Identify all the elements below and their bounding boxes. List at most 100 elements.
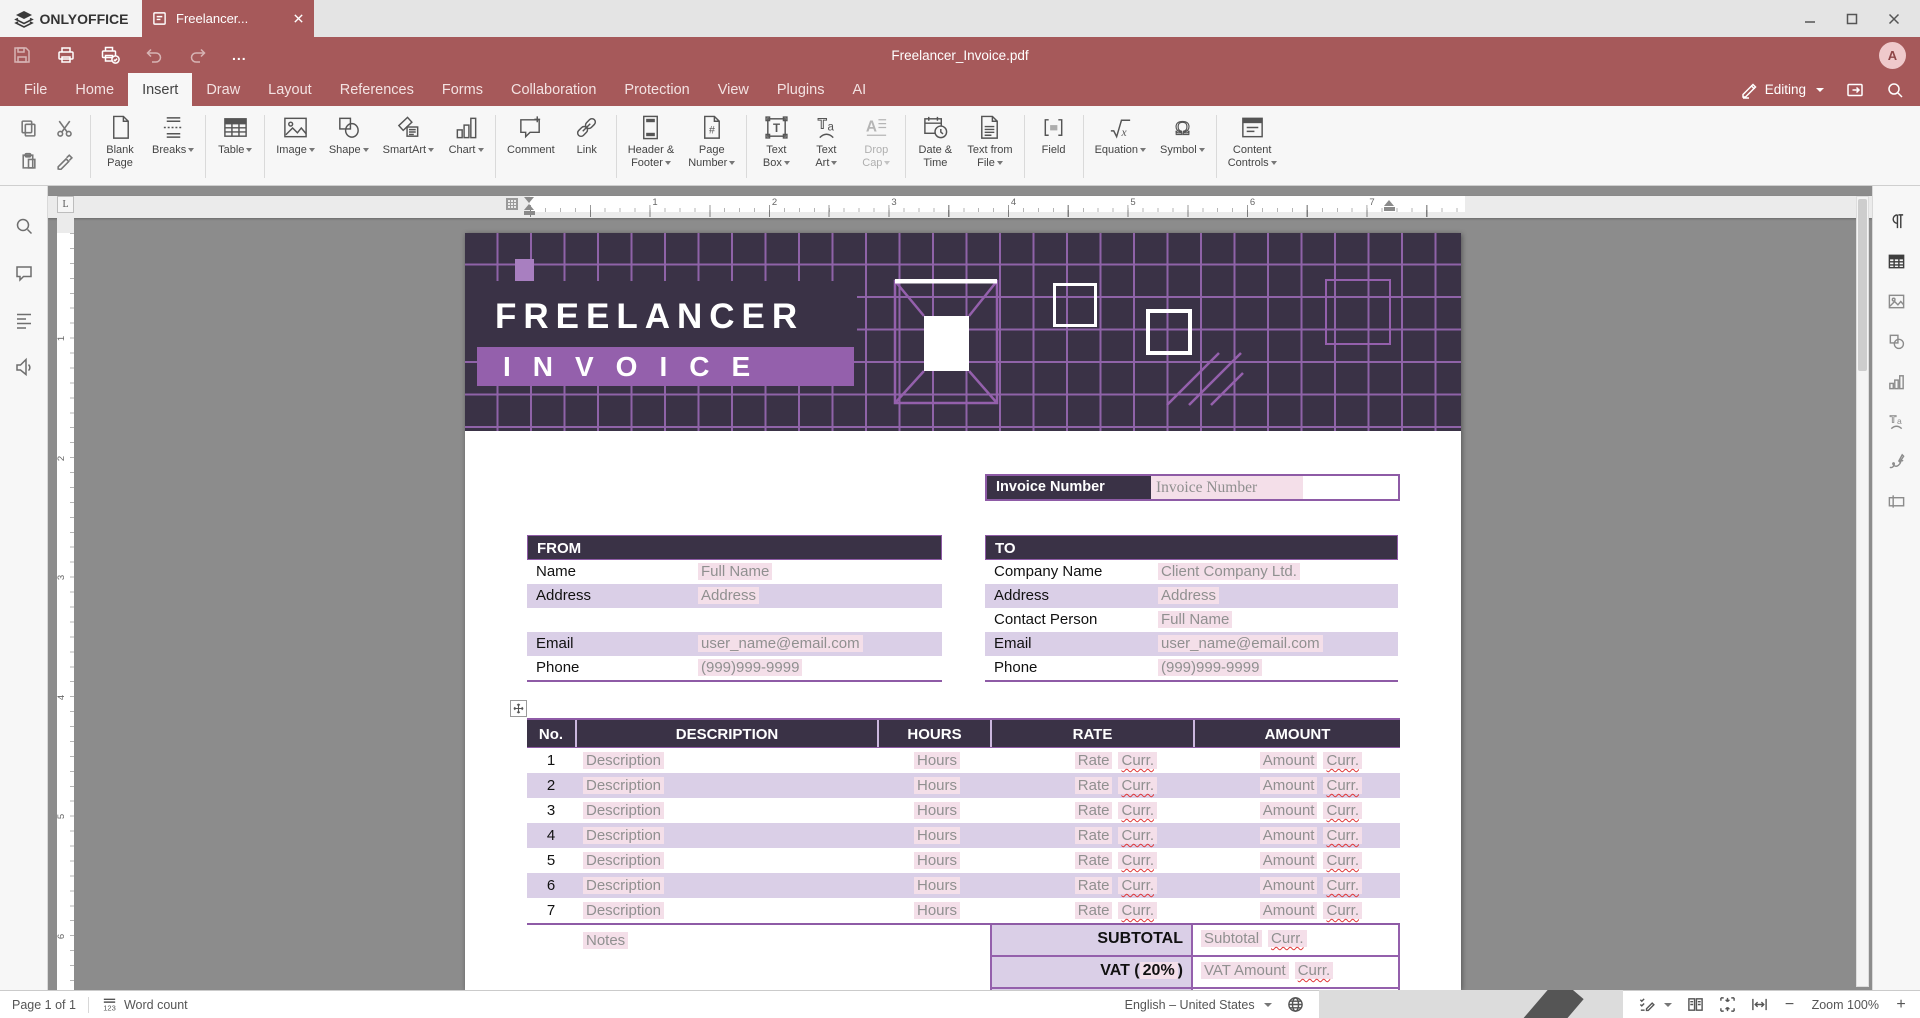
open-file-location-icon[interactable] [1846,81,1864,99]
document-page[interactable]: FREELANCER INVOICE [465,233,1461,990]
format-painter-button[interactable] [55,151,74,170]
language-selector[interactable]: English – United States [1125,998,1272,1012]
redo-icon[interactable] [188,45,208,65]
more-actions-button[interactable]: ... [232,47,247,63]
two-pages-icon[interactable] [1687,996,1704,1013]
symbol-button[interactable]: Ω Symbol [1153,111,1212,182]
table-button[interactable]: Table [210,111,260,182]
table-settings-icon[interactable] [1887,252,1906,271]
minimize-icon[interactable] [1804,13,1816,25]
tab-ai[interactable]: AI [852,81,867,98]
undo-icon[interactable] [144,45,164,65]
indent-markers[interactable] [524,197,535,215]
breaks-button[interactable]: Breaks [145,111,201,182]
content-controls-button[interactable]: Content Controls [1221,111,1284,182]
navigation-icon[interactable] [14,310,34,330]
search-icon[interactable] [1886,81,1904,99]
shape-settings-icon[interactable] [1887,332,1906,351]
item-row-3[interactable]: 3 Description Hours Rate Curr. Amount Curr. [527,798,1400,823]
quick-print-icon[interactable] [100,45,120,65]
tab-references[interactable]: References [339,81,414,98]
field-value[interactable]: Client Company Ltd. [1158,560,1398,584]
invoice-number-value[interactable]: Invoice Number [1151,476,1303,499]
vertical-scrollbar[interactable] [1856,196,1869,987]
editing-mode-dropdown[interactable]: Editing [1740,81,1824,99]
image-settings-icon[interactable] [1887,292,1906,311]
scrollbar-thumb[interactable] [1858,199,1867,371]
field-value[interactable]: user_name@email.com [698,632,942,656]
feedback-icon[interactable] [14,357,34,377]
save-icon[interactable] [12,45,32,65]
item-row-4[interactable]: 4 Description Hours Rate Curr. Amount Curr. [527,823,1400,848]
tab-forms[interactable]: Forms [441,81,483,98]
field-value[interactable] [698,608,942,632]
text-from-file-button[interactable]: Text from File [960,111,1019,182]
zoom-level[interactable]: Zoom 100% [1811,997,1879,1012]
image-button[interactable]: Image [269,111,322,182]
tab-protection[interactable]: Protection [624,81,690,98]
comments-icon[interactable] [14,263,34,283]
field-value[interactable]: Address [698,584,942,608]
form-settings-icon[interactable] [1887,492,1906,511]
page-indicator[interactable]: Page 1 of 1 [12,997,76,1012]
comment-button[interactable]: Comment [500,111,562,182]
close-icon[interactable] [1888,13,1900,25]
paragraph-settings-icon[interactable] [1887,212,1906,231]
field-value[interactable]: (999)999-9999 [1158,656,1398,680]
item-row-7[interactable]: 7 Description Hours Rate Curr. Amount Curr. [527,898,1400,923]
items-table[interactable]: No. DESCRIPTION HOURS RATE AMOUNT 1 Descr… [527,718,1400,990]
equation-button[interactable]: x Equation [1088,111,1153,182]
document-tab[interactable]: Freelancer... [142,0,314,37]
page-number-button[interactable]: # Page Number [681,111,742,182]
paste-button[interactable] [19,151,38,170]
item-row-5[interactable]: 5 Description Hours Rate Curr. Amount Curr. [527,848,1400,873]
search-icon[interactable] [14,216,34,236]
text-box-button[interactable]: T Text Box [751,111,801,182]
tab-home[interactable]: Home [75,81,115,98]
header-footer-button[interactable]: Header & Footer [621,111,681,182]
field-value[interactable]: Full Name [698,560,942,584]
link-button[interactable]: Link [562,111,612,182]
invoice-number-row[interactable]: Invoice Number Invoice Number [985,474,1400,501]
tab-stop-marker[interactable] [506,198,518,210]
right-indent-marker[interactable] [1384,199,1395,211]
blank-page-button[interactable]: Blank Page [95,111,145,182]
field-value[interactable]: Address [1158,584,1398,608]
field-button[interactable]: Field [1029,111,1079,182]
chart-button[interactable]: Chart [441,111,491,182]
zoom-out-button[interactable]: − [1784,995,1795,1013]
tab-view[interactable]: View [717,81,749,98]
subtotal-value[interactable]: Subtotal Curr. [1193,925,1400,957]
tab-selector[interactable]: L [57,196,74,213]
cut-button[interactable] [55,119,74,138]
maximize-icon[interactable] [1846,13,1858,25]
fit-to-page-icon[interactable] [1719,996,1736,1013]
track-changes-button[interactable] [1638,996,1672,1013]
copy-button[interactable] [19,119,38,138]
tab-plugins[interactable]: Plugins [776,81,825,98]
chart-settings-icon[interactable] [1887,372,1906,391]
app-logo[interactable]: ONLYOFFICE [0,0,142,37]
field-value[interactable]: (999)999-9999 [698,656,942,680]
item-row-1[interactable]: 1 Description Hours Rate Curr. Amount Curr. [527,748,1400,773]
tab-insert[interactable]: Insert [128,73,193,106]
set-language-globe-icon[interactable] [1287,996,1304,1013]
tab-close-icon[interactable] [293,13,304,24]
field-value[interactable]: user_name@email.com [1158,632,1398,656]
field-value[interactable]: Full Name [1158,608,1398,632]
vat-value[interactable]: VAT Amount Curr. [1193,957,1400,989]
table-move-handle[interactable] [510,700,527,717]
tab-draw[interactable]: Draw [206,81,241,98]
item-row-6[interactable]: 6 Description Hours Rate Curr. Amount Curr. [527,873,1400,898]
date-and-time-button[interactable]: Date & Time [910,111,960,182]
avatar[interactable]: A [1879,41,1906,69]
print-icon[interactable] [56,45,76,65]
tab-layout[interactable]: Layout [268,81,312,98]
drop-cap-button[interactable]: A Drop Cap [851,111,901,182]
zoom-in-button[interactable]: + [1896,995,1906,1013]
tab-file[interactable]: File [24,81,48,98]
